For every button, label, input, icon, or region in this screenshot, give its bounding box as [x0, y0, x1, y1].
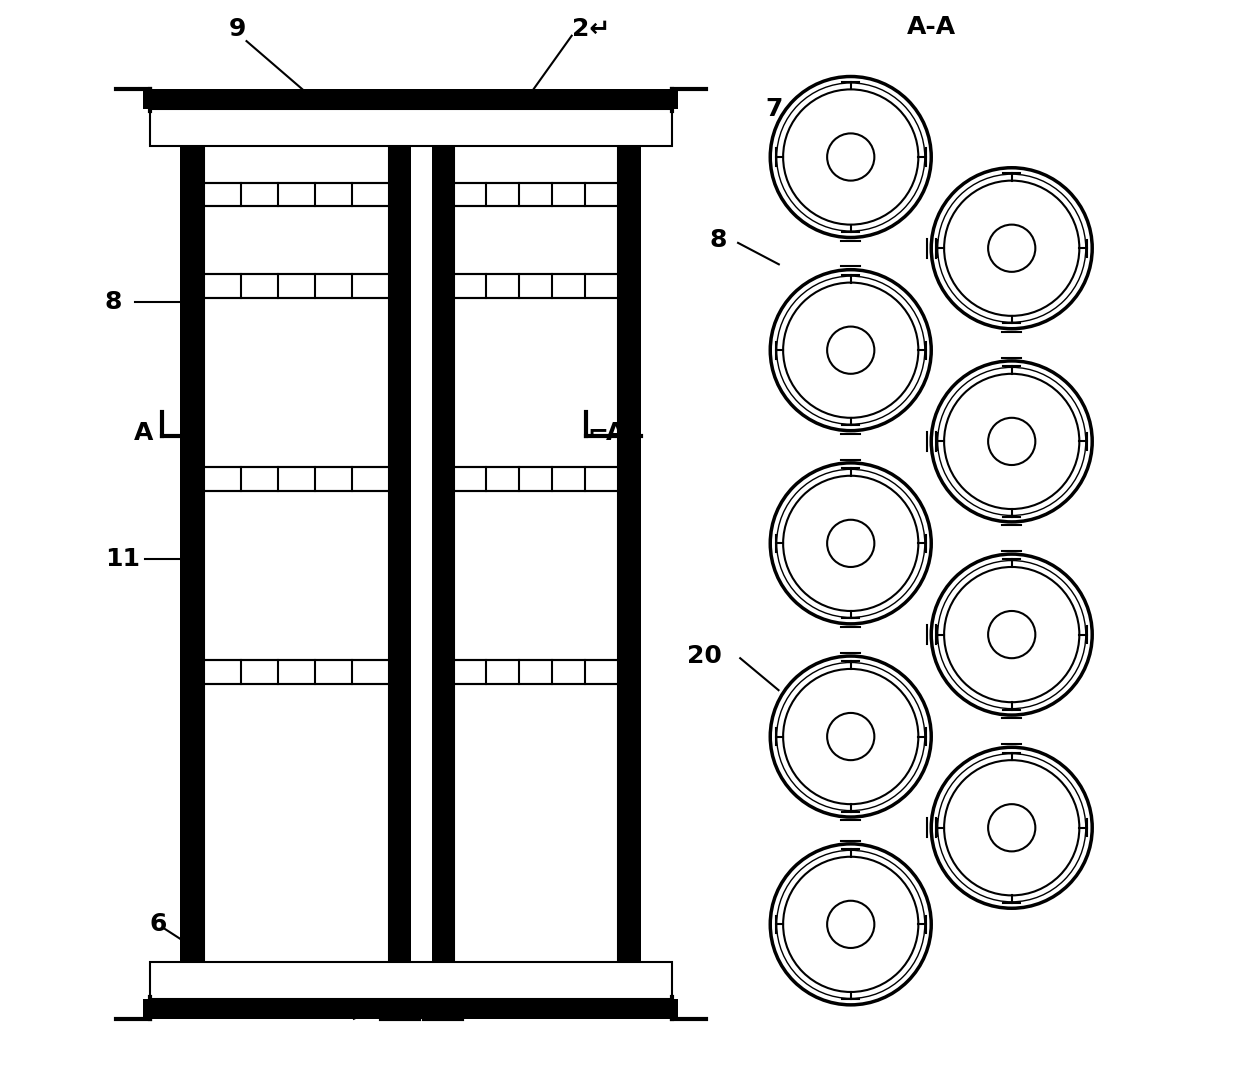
Bar: [433, 146, 454, 962]
Circle shape: [928, 164, 1096, 332]
Bar: [618, 146, 641, 962]
Bar: [454, 467, 618, 491]
Circle shape: [937, 174, 1086, 323]
Text: 2↵: 2↵: [572, 17, 610, 41]
Circle shape: [776, 83, 925, 231]
Text: 9: 9: [228, 17, 246, 41]
Circle shape: [776, 469, 925, 618]
Circle shape: [937, 753, 1086, 902]
Text: A-A: A-A: [906, 15, 956, 39]
Text: 5: 5: [341, 997, 358, 1021]
Bar: [454, 274, 618, 298]
Circle shape: [784, 89, 919, 225]
Circle shape: [784, 476, 919, 611]
Bar: [203, 661, 389, 684]
Circle shape: [944, 567, 1079, 703]
Text: A: A: [606, 421, 625, 444]
Text: 8: 8: [105, 289, 123, 314]
Bar: [454, 661, 618, 684]
Circle shape: [776, 850, 925, 999]
Circle shape: [784, 283, 919, 417]
Circle shape: [766, 72, 935, 242]
Bar: [454, 183, 618, 207]
Circle shape: [766, 458, 935, 628]
Bar: [150, 962, 672, 1000]
Bar: [144, 89, 678, 109]
Bar: [180, 146, 203, 962]
Bar: [389, 146, 410, 962]
Circle shape: [776, 663, 925, 810]
Circle shape: [928, 356, 1096, 526]
Circle shape: [928, 550, 1096, 720]
Circle shape: [766, 839, 935, 1009]
Bar: [144, 1000, 678, 1019]
Text: A: A: [134, 421, 154, 444]
Circle shape: [766, 652, 935, 821]
Bar: [203, 183, 389, 207]
Bar: [203, 467, 389, 491]
Circle shape: [937, 367, 1086, 515]
Circle shape: [776, 277, 925, 424]
Text: 8: 8: [711, 228, 728, 252]
Circle shape: [944, 373, 1079, 509]
Text: ⌐: ⌐: [588, 421, 609, 444]
Text: 6: 6: [150, 912, 167, 936]
Circle shape: [766, 266, 935, 435]
Bar: [150, 109, 672, 146]
Circle shape: [784, 856, 919, 992]
Circle shape: [784, 669, 919, 804]
Text: 11: 11: [105, 548, 140, 571]
Text: 20: 20: [687, 645, 722, 668]
Circle shape: [928, 744, 1096, 912]
Circle shape: [937, 561, 1086, 709]
Bar: [203, 274, 389, 298]
Circle shape: [944, 181, 1079, 316]
Text: 7: 7: [766, 97, 784, 121]
Circle shape: [944, 760, 1079, 895]
